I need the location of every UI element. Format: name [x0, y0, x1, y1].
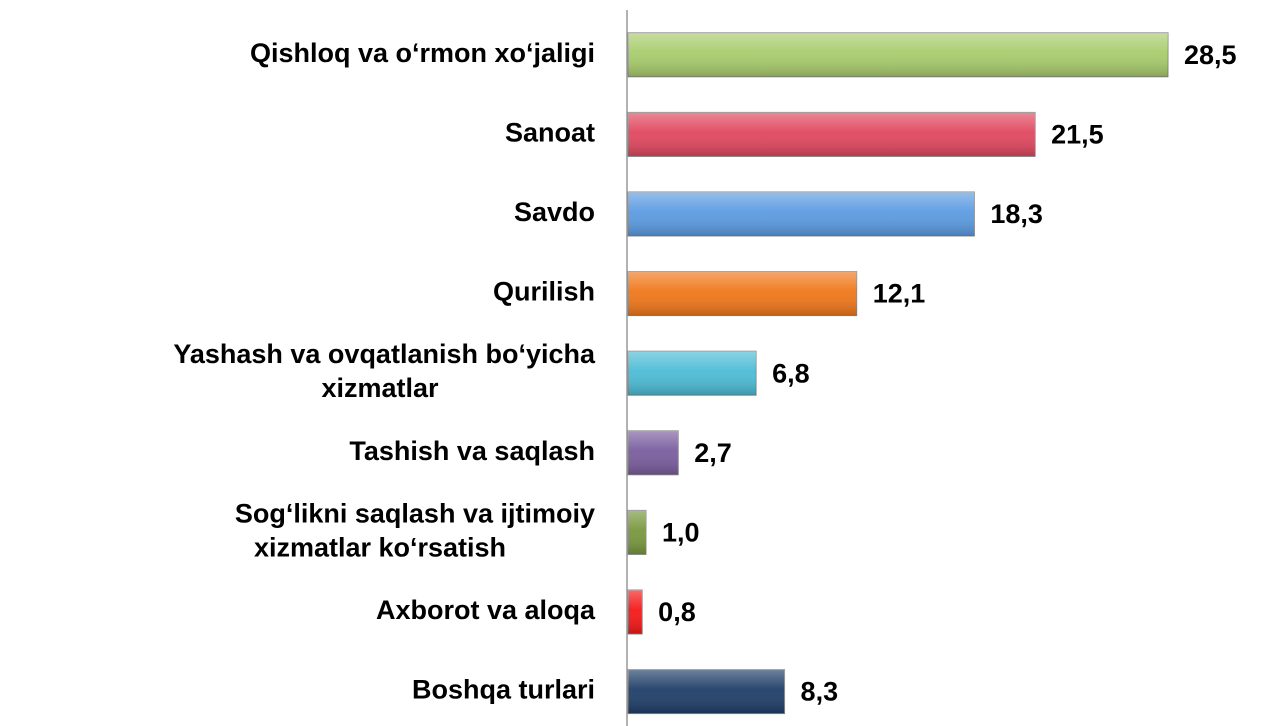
category-label: Qishloq va o‘rmon xo‘jaligi: [250, 38, 595, 68]
category-label: Sanoat: [505, 118, 595, 148]
bar-shine: [628, 192, 975, 236]
bar-shine: [628, 430, 679, 475]
bar-shine: [628, 669, 785, 714]
value-label: 12,1: [873, 279, 926, 309]
category-label-line: Yashash va ovqatlanish bo‘yicha: [173, 339, 596, 369]
bar-shine: [628, 32, 1168, 77]
category-label: Axborot va aloqa: [376, 595, 596, 625]
bar-shine: [628, 510, 646, 555]
value-label: 0,8: [658, 597, 696, 627]
category-label-line: xizmatlar ko‘rsatish: [254, 533, 506, 563]
value-label: 21,5: [1051, 120, 1104, 150]
category-label: Yashash va ovqatlanish bo‘yicha xizmatlar: [173, 339, 596, 403]
category-label: Savdo: [514, 197, 595, 227]
bar-shine: [628, 271, 857, 316]
value-label: 18,3: [990, 199, 1043, 229]
category-label: Boshqa turlari: [412, 675, 595, 705]
category-label: Qurilish: [493, 277, 595, 307]
category-label: Tashish va saqlash: [349, 436, 595, 466]
category-label-line: xizmatlar: [321, 373, 439, 403]
bar-shine: [628, 351, 757, 396]
value-label: 8,3: [801, 677, 839, 707]
value-label: 28,5: [1184, 40, 1237, 70]
value-label: 1,0: [662, 518, 700, 548]
value-label: 6,8: [772, 358, 810, 388]
category-label-line: Sog‘likni saqlash va ijtimoiy: [235, 499, 595, 529]
value-label: 2,7: [694, 438, 732, 468]
bar-shine: [628, 112, 1036, 157]
bar-shine: [628, 590, 643, 634]
category-label: Sog‘likni saqlash va ijtimoiy xizmatlar k…: [235, 499, 595, 563]
